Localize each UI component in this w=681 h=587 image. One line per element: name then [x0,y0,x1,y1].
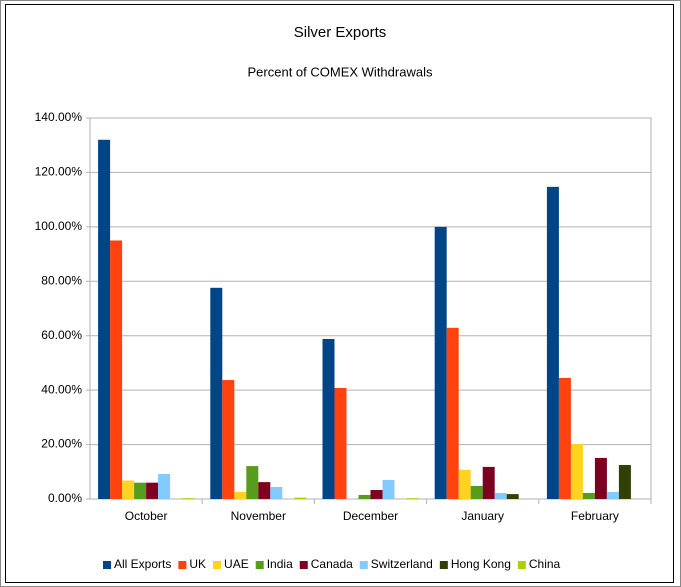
bar [246,466,259,499]
bar [582,493,595,499]
bar [358,494,371,499]
bar [370,490,383,499]
bar [234,491,247,499]
legend-swatch [213,561,222,569]
x-tick-label: November [231,509,286,523]
y-tick-label: 60.00% [41,328,82,342]
bar [570,444,583,499]
bar [606,491,619,499]
legend-label: China [529,557,561,571]
x-tick-label: December [343,509,398,523]
bar [482,466,495,499]
bar [470,485,483,499]
bar [506,494,519,499]
bar [222,380,235,499]
y-tick-label: 0.00% [48,491,82,505]
x-tick-label: October [125,509,168,523]
legend-swatch [103,561,111,569]
bar [270,487,283,499]
bar [134,482,147,499]
legend-swatch [517,561,526,569]
bar [558,377,571,499]
legend-label: Canada [311,557,353,571]
bar [122,480,135,499]
bar [146,482,159,499]
bar [458,469,471,499]
bar [446,327,459,499]
bar [294,497,307,499]
bar [258,482,271,499]
legend-label: UK [189,557,206,571]
y-tick-label: 140.00% [35,110,83,124]
bar [382,479,395,499]
bar [618,464,631,499]
bar [594,457,607,499]
legend-swatch [178,561,187,569]
bar [182,498,195,499]
legend-label: UAE [224,557,249,571]
legend-label: India [267,557,293,571]
y-tick-label: 40.00% [41,382,82,396]
chart-title: Silver Exports [294,24,387,41]
legend-swatch [299,561,308,569]
chart-subtitle: Percent of COMEX Withdrawals [248,64,433,79]
y-tick-label: 120.00% [35,165,83,179]
bar [210,287,223,499]
legend-label: All Exports [114,557,171,571]
bar [158,473,171,499]
bar [494,493,507,499]
y-tick-label: 100.00% [35,219,83,233]
bar [546,186,559,499]
bar [406,498,419,499]
y-tick-label: 80.00% [41,273,82,287]
bar [98,139,111,499]
bar [434,226,447,499]
x-tick-label: February [571,509,619,523]
bar [322,338,335,499]
legend-label: Switzerland [371,557,433,571]
x-tick-label: January [461,509,504,523]
legend-swatch [439,561,448,569]
legend-label: Hong Kong [451,557,511,571]
y-tick-label: 20.00% [41,437,82,451]
bar [110,240,123,499]
bar [334,387,347,499]
legend-swatch [255,561,264,569]
legend-swatch [359,561,368,569]
